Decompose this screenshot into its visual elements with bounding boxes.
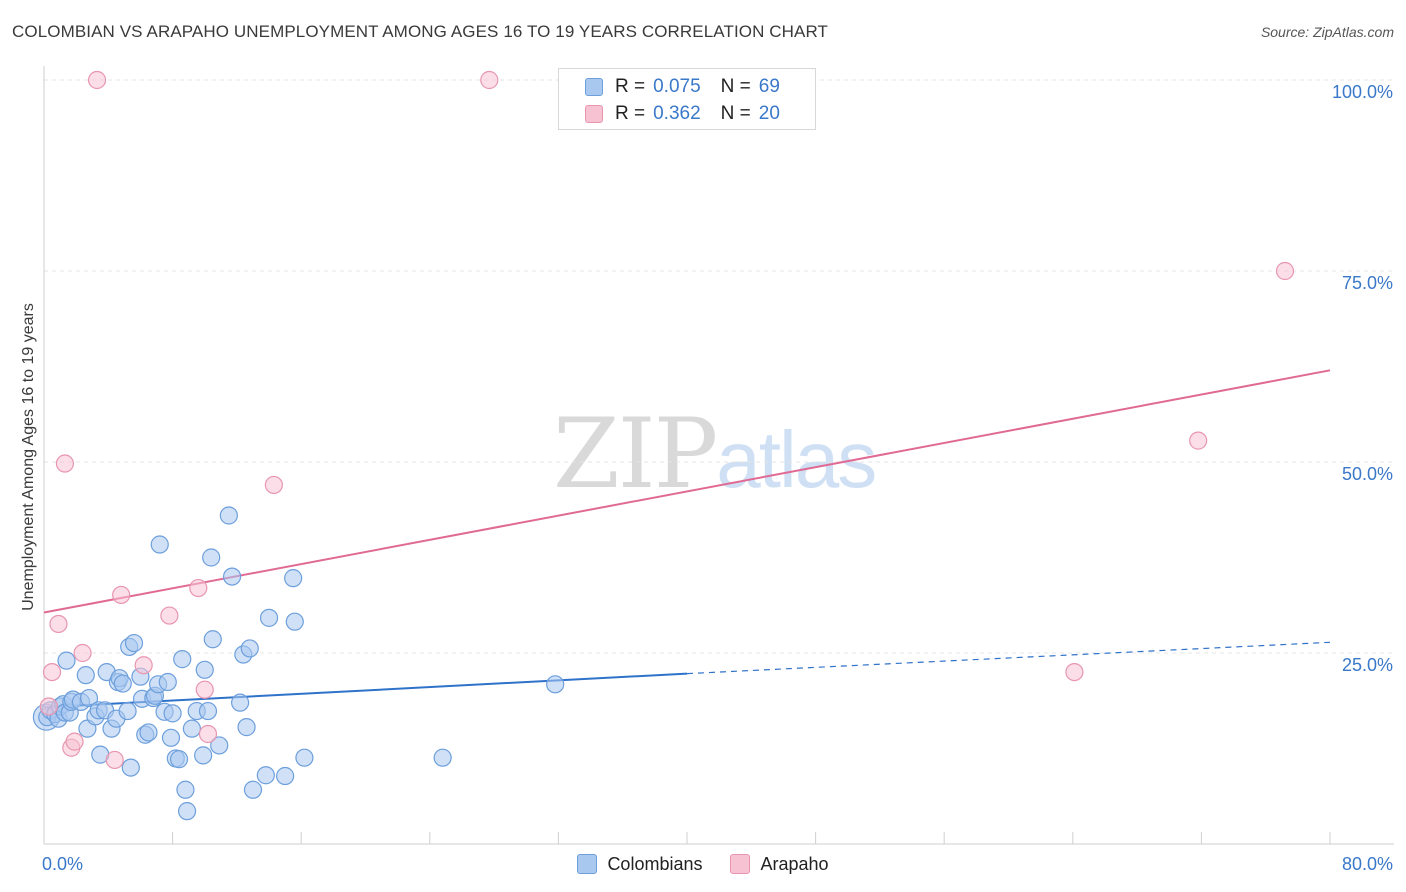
data-point-colombians bbox=[139, 723, 158, 742]
y-tick-label: 100.0% bbox=[1332, 82, 1393, 102]
data-point-colombians bbox=[259, 608, 279, 627]
data-point-arapaho bbox=[264, 475, 283, 495]
data-point-arapaho bbox=[105, 750, 124, 770]
data-points bbox=[32, 70, 1295, 821]
colombians-legend-swatch bbox=[577, 854, 598, 874]
data-point-arapaho bbox=[39, 697, 58, 716]
data-point-arapaho bbox=[160, 606, 179, 625]
r-value: 0.075 bbox=[653, 76, 701, 97]
x-tick-label: 80.0% bbox=[1342, 854, 1393, 874]
data-point-arapaho bbox=[42, 662, 62, 682]
data-point-colombians bbox=[121, 758, 140, 777]
data-point-colombians bbox=[240, 639, 259, 658]
data-point-colombians bbox=[202, 548, 221, 567]
data-point-arapaho bbox=[1065, 662, 1084, 682]
data-point-colombians bbox=[219, 506, 238, 525]
data-point-arapaho bbox=[112, 585, 131, 605]
trend-line-arapaho bbox=[43, 369, 1331, 614]
watermark-atlas: atlas bbox=[716, 415, 877, 504]
series-legend: Colombians Arapaho bbox=[0, 852, 1406, 876]
y-tick-label: 50.0% bbox=[1342, 464, 1393, 484]
legend-label-colombians: Colombians bbox=[607, 853, 703, 874]
source-label: Source: ZipAtlas.com bbox=[1260, 24, 1394, 40]
data-point-colombians bbox=[79, 688, 99, 708]
stats-legend: R = 0.075 N = 69 R = 0.362 N = 20 bbox=[558, 68, 816, 130]
data-point-colombians bbox=[203, 630, 222, 649]
r-label: R = bbox=[615, 103, 646, 124]
arapaho-legend-swatch bbox=[730, 854, 751, 874]
data-point-colombians bbox=[76, 666, 95, 685]
data-point-arapaho bbox=[134, 656, 153, 675]
colombians-swatch bbox=[585, 78, 603, 96]
data-point-colombians bbox=[118, 701, 137, 721]
data-point-colombians bbox=[173, 650, 192, 669]
data-point-colombians bbox=[231, 693, 250, 712]
data-point-arapaho bbox=[1275, 261, 1295, 281]
legend-label-arapaho: Arapaho bbox=[760, 853, 829, 874]
data-point-colombians bbox=[176, 780, 195, 799]
data-point-colombians bbox=[222, 567, 242, 586]
tick-labels: 25.0% 50.0% 75.0% 100.0% 0.0% 80.0% bbox=[42, 82, 1393, 874]
stats-row-colombians: R = 0.075 N = 69 bbox=[585, 75, 780, 99]
data-point-colombians bbox=[546, 675, 565, 694]
r-label: R = bbox=[615, 76, 646, 97]
data-point-arapaho bbox=[49, 614, 68, 634]
data-point-colombians bbox=[194, 746, 213, 765]
x-tick-label: 0.0% bbox=[42, 854, 83, 874]
r-value: 0.362 bbox=[653, 103, 701, 124]
data-point-arapaho bbox=[195, 680, 214, 699]
data-point-colombians bbox=[163, 704, 182, 723]
legend-item-arapaho[interactable]: Arapaho bbox=[730, 853, 829, 875]
n-label: N = bbox=[720, 76, 751, 97]
data-point-colombians bbox=[161, 728, 181, 747]
data-point-arapaho bbox=[480, 70, 499, 90]
data-point-arapaho bbox=[189, 578, 208, 598]
y-tick-label: 75.0% bbox=[1342, 273, 1393, 293]
data-point-colombians bbox=[433, 748, 452, 767]
data-point-arapaho bbox=[87, 70, 107, 90]
data-point-colombians bbox=[243, 780, 263, 799]
y-axis-label: Unemployment Among Ages 16 to 19 years bbox=[20, 303, 37, 611]
gridlines bbox=[44, 79, 1394, 654]
arapaho-swatch bbox=[585, 105, 603, 123]
data-point-colombians bbox=[182, 719, 201, 738]
data-point-arapaho bbox=[55, 454, 74, 473]
n-value: 20 bbox=[758, 103, 780, 124]
data-point-colombians bbox=[124, 633, 144, 653]
trend-line-extension bbox=[686, 641, 1331, 675]
y-tick-label: 25.0% bbox=[1342, 655, 1393, 675]
data-point-arapaho bbox=[198, 724, 218, 744]
data-point-colombians bbox=[158, 672, 177, 692]
data-point-colombians bbox=[256, 766, 275, 785]
data-point-colombians bbox=[276, 766, 295, 786]
chart-title: COLOMBIAN VS ARAPAHO UNEMPLOYMENT AMONG … bbox=[12, 22, 829, 41]
data-point-arapaho bbox=[73, 643, 92, 663]
stats-row-arapaho: R = 0.362 N = 20 bbox=[585, 102, 780, 126]
n-value: 69 bbox=[758, 76, 780, 97]
data-point-colombians bbox=[284, 569, 303, 588]
data-point-colombians bbox=[210, 736, 229, 755]
data-point-colombians bbox=[177, 802, 197, 821]
data-point-arapaho bbox=[1189, 431, 1208, 450]
data-point-colombians bbox=[150, 535, 169, 554]
data-point-colombians bbox=[195, 660, 214, 679]
data-point-colombians bbox=[237, 718, 256, 737]
data-point-colombians bbox=[169, 750, 189, 769]
data-point-colombians bbox=[57, 651, 76, 670]
data-point-colombians bbox=[295, 748, 314, 767]
legend-item-colombians[interactable]: Colombians bbox=[577, 854, 702, 875]
data-point-colombians bbox=[198, 701, 218, 721]
data-point-colombians bbox=[285, 612, 304, 631]
data-point-colombians bbox=[113, 674, 132, 693]
n-label: N = bbox=[720, 103, 751, 124]
data-point-arapaho bbox=[65, 732, 84, 751]
